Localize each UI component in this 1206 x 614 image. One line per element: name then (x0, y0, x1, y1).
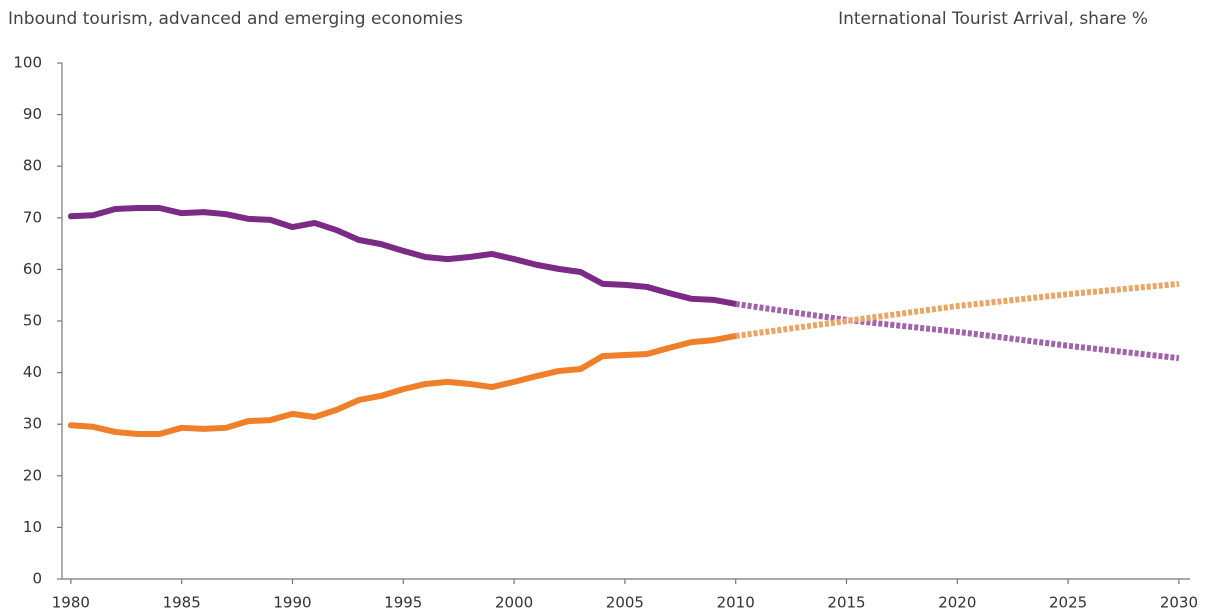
y-tick-label: 20 (23, 466, 42, 484)
x-tick-label: 2020 (938, 594, 976, 612)
y-tick-label: 100 (13, 54, 42, 72)
x-tick-label: 1995 (384, 594, 422, 612)
x-tick-label: 1990 (273, 594, 311, 612)
y-tick-label: 90 (23, 105, 42, 123)
y-tick-label: 30 (23, 415, 42, 433)
chart-title: Inbound tourism, advanced and emerging e… (8, 9, 463, 29)
y-tick-label: 80 (23, 157, 42, 175)
y-tick-label: 40 (23, 363, 42, 381)
y-tick-label: 0 (32, 570, 42, 588)
forecast-line (735, 301, 1180, 362)
series-line (67, 332, 739, 438)
x-tick-label: 2000 (495, 594, 533, 612)
y-tick-label: 70 (23, 208, 42, 226)
x-tick-label: 2030 (1160, 594, 1198, 612)
forecast-line (735, 280, 1180, 339)
x-tick-label: 2010 (717, 594, 755, 612)
x-tick-label: 1980 (52, 594, 90, 612)
x-tick-label: 2015 (827, 594, 865, 612)
x-tick-label: 2025 (1049, 594, 1087, 612)
chart-subtitle: International Tourist Arrival, share % (838, 9, 1148, 29)
y-tick-label: 50 (23, 312, 42, 330)
y-tick-label: 10 (23, 518, 42, 536)
y-tick-label: 60 (23, 260, 42, 278)
x-tick-label: 2005 (606, 594, 644, 612)
series-line (67, 204, 739, 307)
x-tick-label: 1985 (163, 594, 201, 612)
